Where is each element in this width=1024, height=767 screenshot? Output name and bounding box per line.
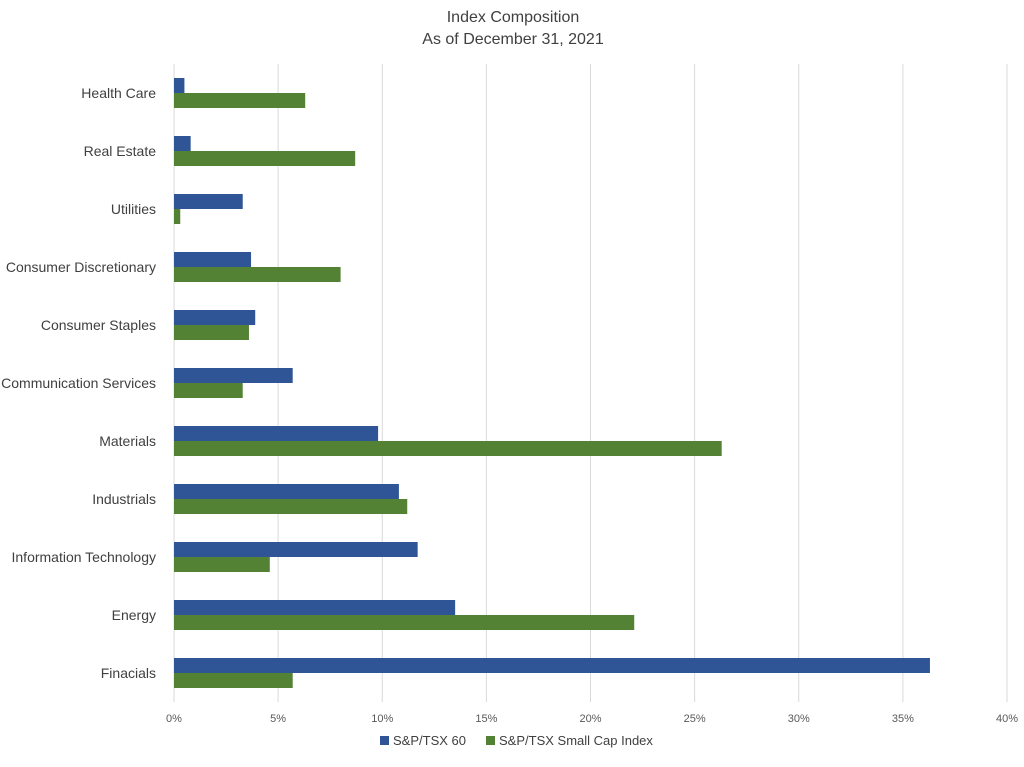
x-tick-label: 10% — [371, 713, 393, 725]
bar-s-p-tsx-small-cap-index-finacials — [174, 673, 293, 688]
bar-s-p-tsx-60-communication-services — [174, 368, 293, 383]
bar-s-p-tsx-60-real-estate — [174, 136, 191, 151]
category-label-utilities: Utilities — [111, 201, 156, 217]
chart-title: Index Composition — [447, 9, 580, 26]
category-label-industrials: Industrials — [92, 491, 156, 507]
bar-s-p-tsx-60-consumer-staples — [174, 310, 256, 325]
bar-s-p-tsx-small-cap-index-real-estate — [174, 151, 356, 166]
x-tick-labels: 0% 5% 10% 15% 20% 25% 30% 35% 40% — [166, 713, 1018, 725]
bar-s-p-tsx-small-cap-index-utilities — [174, 209, 181, 224]
x-tick-label: 5% — [270, 713, 286, 725]
x-tick-label: 20% — [579, 713, 601, 725]
bar-s-p-tsx-small-cap-index-energy — [174, 615, 635, 630]
legend: S&P/TSX 60 S&P/TSX Small Cap Index — [380, 733, 653, 748]
category-label-real-estate: Real Estate — [84, 143, 157, 159]
bars — [174, 78, 930, 688]
chart-subtitle: As of December 31, 2021 — [422, 31, 604, 48]
legend-label-s-p-tsx-small-cap-index: S&P/TSX Small Cap Index — [499, 733, 653, 748]
bar-s-p-tsx-60-utilities — [174, 194, 243, 209]
bar-s-p-tsx-small-cap-index-consumer-staples — [174, 325, 249, 340]
bar-s-p-tsx-60-finacials — [174, 658, 930, 673]
bar-s-p-tsx-60-industrials — [174, 484, 399, 499]
category-label-health-care: Health Care — [81, 85, 156, 101]
category-label-finacials: Finacials — [101, 665, 156, 681]
category-label-consumer-discretionary: Consumer Discretionary — [6, 259, 156, 275]
x-tick-label: 15% — [475, 713, 497, 725]
category-label-consumer-staples: Consumer Staples — [41, 317, 156, 333]
category-labels: Health Care Real Estate Utilities Consumer … — [1, 85, 156, 681]
bar-s-p-tsx-60-materials — [174, 426, 379, 441]
bar-s-p-tsx-60-health-care — [174, 78, 185, 93]
x-tick-label: 30% — [788, 713, 810, 725]
bar-s-p-tsx-small-cap-index-information-technology — [174, 557, 270, 572]
x-tick-label: 0% — [166, 713, 182, 725]
legend-swatch-s-p-tsx-small-cap-index — [486, 736, 495, 745]
x-tick-label: 35% — [892, 713, 914, 725]
x-tick-label: 25% — [684, 713, 706, 725]
bar-s-p-tsx-60-consumer-discretionary — [174, 252, 252, 267]
grid — [173, 64, 1008, 702]
category-label-energy: Energy — [112, 607, 156, 623]
bar-s-p-tsx-small-cap-index-communication-services — [174, 383, 243, 398]
bar-s-p-tsx-small-cap-index-consumer-discretionary — [174, 267, 341, 282]
legend-swatch-s-p-tsx-60 — [380, 736, 389, 745]
x-tick-label: 40% — [996, 713, 1018, 725]
bar-s-p-tsx-small-cap-index-health-care — [174, 93, 306, 108]
category-label-materials: Materials — [99, 433, 156, 449]
bar-s-p-tsx-60-energy — [174, 600, 456, 615]
bar-s-p-tsx-small-cap-index-industrials — [174, 499, 408, 514]
legend-label-s-p-tsx-60: S&P/TSX 60 — [393, 733, 466, 748]
bar-s-p-tsx-60-information-technology — [174, 542, 418, 557]
bar-s-p-tsx-small-cap-index-materials — [174, 441, 722, 456]
category-label-communication-services: Communication Services — [1, 375, 156, 391]
category-label-information-technology: Information Technology — [12, 549, 157, 565]
